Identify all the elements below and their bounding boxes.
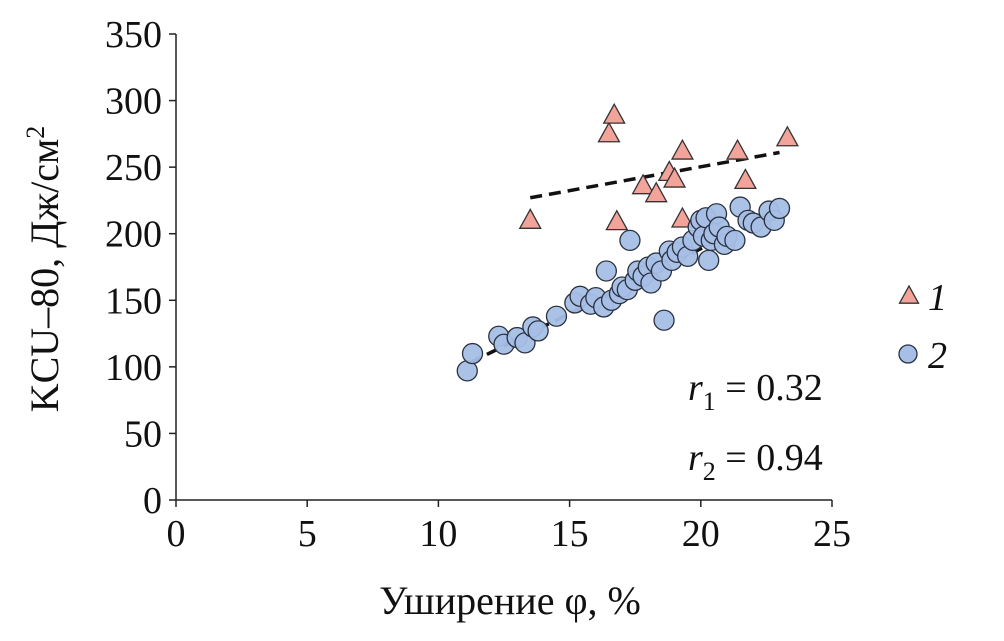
data-point-series-2 — [768, 197, 791, 220]
data-point-series-1 — [775, 125, 799, 147]
y-tick-label: 150 — [105, 280, 162, 322]
data-point-series-1 — [663, 166, 687, 188]
data-point-series-2 — [595, 260, 617, 282]
data-point-series-2 — [545, 305, 568, 327]
correlation-annotation: r1 = 0.32 — [688, 367, 823, 416]
annotation-variable: r — [688, 367, 703, 409]
annotation-variable: r — [688, 437, 703, 479]
data-point-series-2 — [619, 229, 641, 252]
y-axis-title-main: KCU–80, Дж/см — [22, 139, 67, 413]
y-tick-label: 200 — [105, 214, 162, 256]
data-point-series-1 — [670, 206, 694, 228]
y-tick-label: 100 — [105, 347, 162, 389]
x-tick-label: 5 — [298, 513, 317, 555]
y-tick-label: 250 — [105, 147, 162, 189]
y-axis-title: KCU–80, Дж/см2 — [21, 126, 67, 413]
x-tick-label: 10 — [419, 513, 457, 555]
annotation-value: = 0.94 — [716, 437, 823, 479]
data-point-series-1 — [518, 208, 542, 229]
data-point-series-1 — [670, 138, 694, 160]
legend-marker-series-1 — [898, 284, 920, 304]
annotation-subscript: 2 — [703, 457, 716, 486]
data-point-series-1 — [605, 209, 629, 231]
data-point-series-1 — [733, 168, 757, 190]
data-point-series-2 — [698, 249, 720, 271]
correlation-annotation: r2 = 0.94 — [688, 437, 823, 486]
x-tick-label: 0 — [167, 513, 186, 555]
legend-label-series-2: 2 — [928, 335, 947, 377]
legend: 12 — [898, 277, 947, 377]
annotation-subscript: 1 — [703, 387, 716, 416]
legend-marker-series-2 — [898, 344, 918, 364]
annotation-value: = 0.32 — [716, 367, 823, 409]
data-point-series-1 — [597, 121, 621, 143]
data-point-series-1 — [631, 173, 655, 195]
data-point-series-1 — [725, 138, 750, 160]
x-tick-label: 20 — [682, 513, 720, 555]
data-point-series-2 — [724, 229, 746, 252]
legend-label-series-1: 1 — [928, 277, 947, 319]
x-tick-label: 25 — [813, 513, 851, 555]
data-point-series-1 — [602, 102, 626, 124]
y-tick-label: 50 — [124, 413, 162, 455]
data-point-series-2 — [527, 320, 549, 342]
y-tick-label: 300 — [105, 81, 162, 123]
data-point-series-2 — [653, 309, 675, 331]
axes: 0 50 100 150 200 250 300 350 0 5 10 15 20 25 Уширение … — [21, 14, 851, 623]
data-point-series-1 — [644, 181, 668, 203]
data-points — [456, 102, 799, 382]
x-tick-label: 15 — [551, 513, 589, 555]
y-axis-title-superscript: 2 — [21, 126, 50, 139]
y-tick-label: 0 — [143, 480, 162, 522]
data-point-series-2 — [461, 342, 484, 365]
trend-line-series-1 — [529, 150, 780, 200]
x-axis-title: Уширение φ, % — [379, 578, 641, 623]
y-tick-label: 350 — [105, 14, 162, 56]
